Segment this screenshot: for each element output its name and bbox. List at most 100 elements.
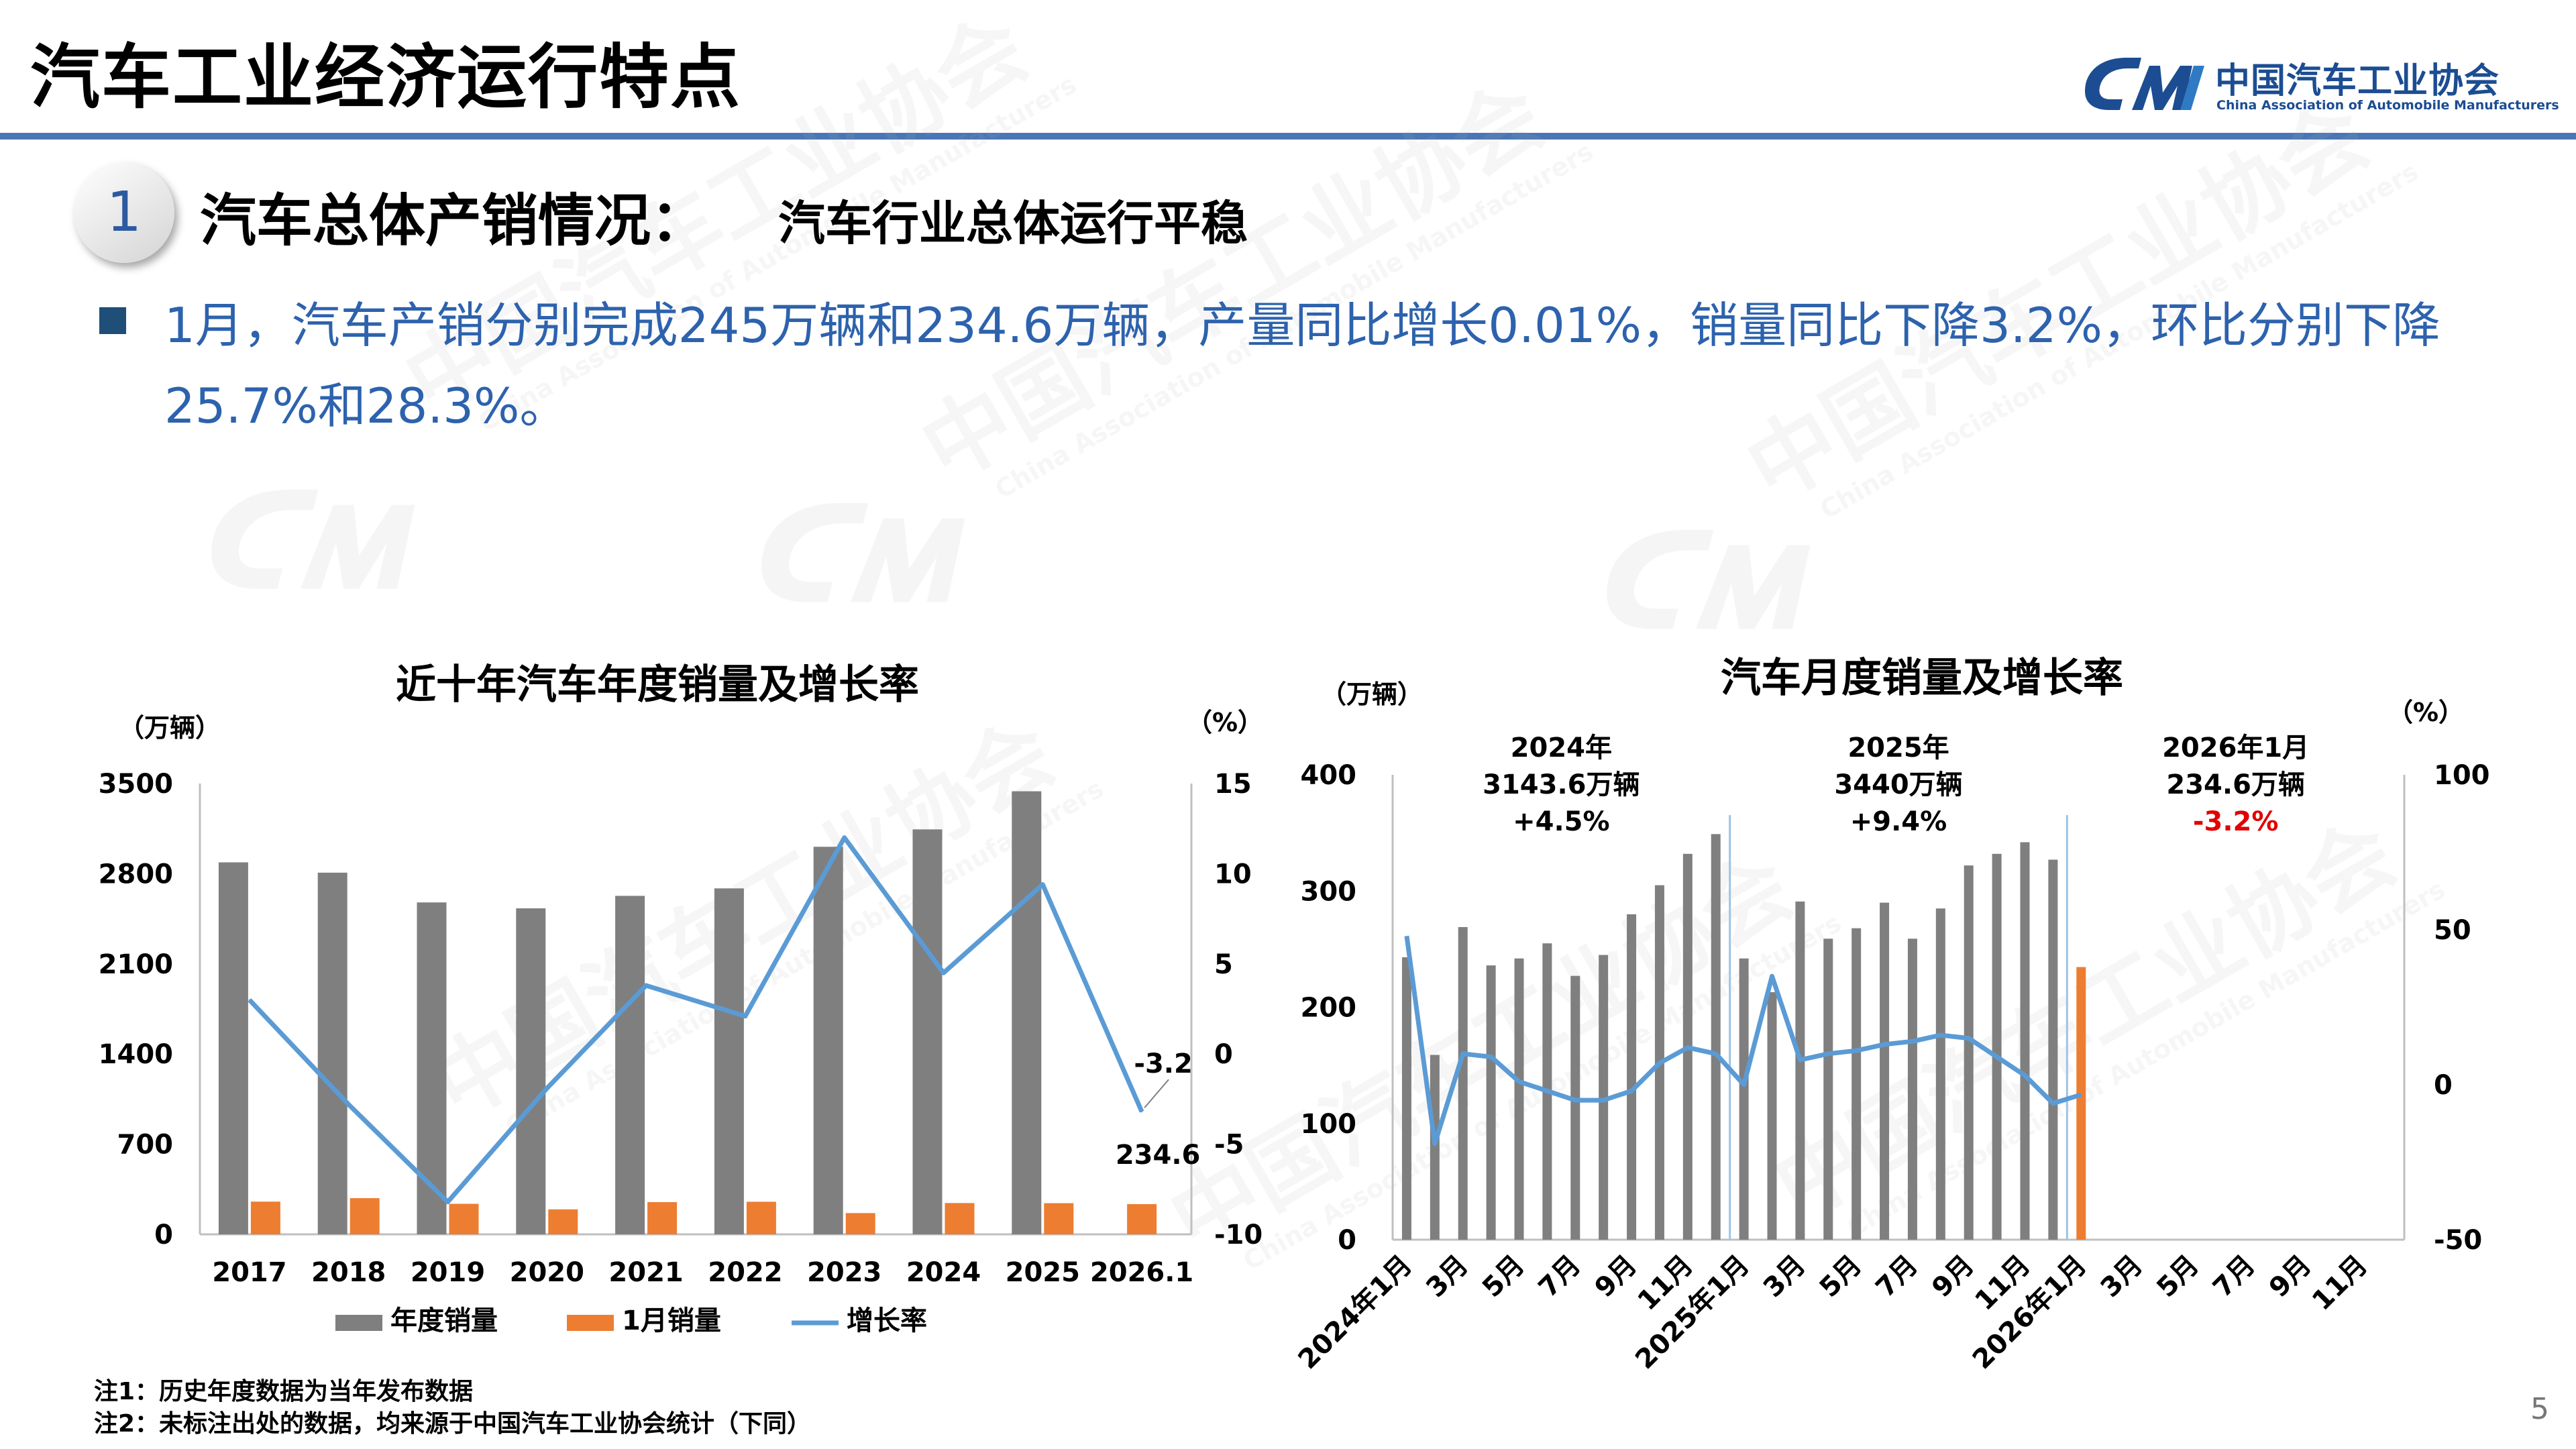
x-tick-label: 2024 xyxy=(906,1257,981,1288)
page-title: 汽车工业经济运行特点 xyxy=(30,36,742,118)
x-tick-label: 11月 xyxy=(2306,1250,2373,1317)
x-tick-label: 3月 xyxy=(1758,1250,1811,1303)
right-y-tick-label: 100 xyxy=(2434,760,2490,791)
monthly-sales-bar xyxy=(1823,938,1833,1240)
january-sales-data-label: 234.6 xyxy=(1116,1140,1201,1171)
january-sales-bar xyxy=(746,1201,776,1234)
january-sales-bar xyxy=(1127,1203,1157,1234)
left-y-tick-label: 3500 xyxy=(99,769,173,800)
footnote-2: 注2：未标注出处的数据，均来源于中国汽车工业协会统计（下同） xyxy=(94,1410,812,1438)
monthly-sales-bar xyxy=(1401,957,1411,1240)
year-summary-total: 3440万辆 xyxy=(1834,769,1962,800)
monthly-sales-bar xyxy=(1739,958,1749,1240)
section-subtitle: 汽车行业总体运行平稳 xyxy=(778,196,1248,251)
year-summary-growth: +4.5% xyxy=(1513,806,1609,837)
right-y-tick-label: 50 xyxy=(2434,915,2471,946)
right-axis-unit-label: （%） xyxy=(2387,698,2464,727)
left-y-tick-label: 400 xyxy=(1301,760,1357,791)
x-tick-label: 11月 xyxy=(1969,1250,2036,1317)
x-tick-label: 2018 xyxy=(311,1257,386,1288)
watermark-logo-icon xyxy=(211,489,415,589)
watermark-en: China Association of Automobile Manufact… xyxy=(1841,874,2451,1243)
january-sales-bar xyxy=(250,1201,280,1234)
x-tick-label: 7月 xyxy=(2207,1250,2261,1303)
monthly-sales-bar xyxy=(2048,859,2058,1240)
legend-january-swatch xyxy=(567,1315,614,1331)
left-axis-unit-label: （万辆） xyxy=(1321,680,1423,709)
x-tick-label: 2024年1月 xyxy=(1293,1250,1419,1376)
summary-text: 1月，汽车产销分别完成245万辆和234.6万辆，产量同比增长0.01%，销量同… xyxy=(164,297,2441,434)
legend-annual-swatch xyxy=(335,1315,382,1331)
year-summary-growth: +9.4% xyxy=(1850,806,1947,837)
annual-sales-bar xyxy=(317,872,347,1234)
right-y-tick-label: 10 xyxy=(1214,859,1252,890)
x-tick-label: 2019 xyxy=(411,1257,485,1288)
growth-rate-point xyxy=(1042,883,1044,885)
january-sales-bar xyxy=(1044,1203,1074,1234)
growth-rate-point xyxy=(546,1087,548,1089)
section-title: 汽车总体产销情况： xyxy=(200,188,708,254)
watermark-cn: 中国汽车工业协会 xyxy=(415,700,1071,1138)
x-tick-label: 2025 xyxy=(1006,1257,1080,1288)
footnote-1: 注1：历史年度数据为当年发布数据 xyxy=(94,1378,474,1405)
x-tick-label: 2020 xyxy=(510,1257,584,1288)
right-y-tick-label: 0 xyxy=(2434,1070,2453,1101)
annual-sales-bar xyxy=(615,896,645,1234)
x-tick-label: 3月 xyxy=(1420,1250,1474,1303)
growth-rate-point xyxy=(645,985,647,987)
monthly-sales-bar xyxy=(2076,967,2086,1240)
monthly-sales-bar xyxy=(1486,965,1496,1240)
annual-sales-bar xyxy=(218,862,248,1234)
header-divider xyxy=(0,133,2576,140)
monthly-sales-bar xyxy=(1795,901,1805,1240)
monthly-chart-title: 汽车月度销量及增长率 xyxy=(1721,655,2123,702)
left-y-tick-label: 1400 xyxy=(99,1039,173,1070)
x-tick-label: 5月 xyxy=(1477,1250,1530,1303)
january-sales-bar xyxy=(548,1209,578,1234)
left-y-tick-label: 200 xyxy=(1301,993,1357,1024)
monthly-sales-bar xyxy=(1627,914,1637,1240)
january-sales-bar xyxy=(449,1203,479,1234)
x-tick-label: 2023 xyxy=(807,1257,881,1288)
annual-sales-bar xyxy=(714,888,744,1234)
year-summary-label: 2025年 xyxy=(1847,733,1949,763)
year-summary-total: 3143.6万辆 xyxy=(1483,769,1640,800)
left-axis-unit-label: （万辆） xyxy=(119,713,221,743)
growth-rate-point xyxy=(843,837,845,839)
x-tick-label: 9月 xyxy=(1589,1250,1643,1303)
right-y-tick-label: 0 xyxy=(1214,1039,1233,1070)
right-y-tick-label: 5 xyxy=(1214,949,1233,980)
monthly-sales-bar xyxy=(1767,991,1777,1240)
x-tick-label: 11月 xyxy=(1632,1250,1699,1317)
monthly-sales-bar xyxy=(1711,834,1721,1240)
january-sales-bar xyxy=(845,1213,875,1234)
growth-rate-point xyxy=(744,1015,746,1017)
right-y-tick-label: -5 xyxy=(1214,1130,1244,1161)
january-sales-bar xyxy=(350,1198,380,1234)
monthly-sales-bar xyxy=(1880,902,1890,1240)
year-summary-growth: -3.2% xyxy=(2193,806,2279,837)
annual-chart-title: 近十年汽车年度销量及增长率 xyxy=(396,661,919,708)
bullet-square-icon xyxy=(99,307,126,334)
annual-sales-bar xyxy=(516,908,546,1234)
monthly-sales-bar xyxy=(1458,926,1468,1240)
left-y-tick-label: 2800 xyxy=(99,859,173,890)
left-y-tick-label: 2100 xyxy=(99,949,173,980)
monthly-sales-bar xyxy=(1542,943,1552,1240)
watermark-en: China Association of Automobile Manufact… xyxy=(500,773,1109,1142)
monthly-sales-bar xyxy=(1599,955,1609,1240)
monthly-sales-bar xyxy=(2020,842,2030,1240)
watermark-cn: 中国汽车工业协会 xyxy=(1757,801,2412,1239)
left-y-tick-label: 0 xyxy=(1338,1225,1356,1256)
annual-sales-bar xyxy=(417,902,447,1234)
x-tick-label: 2022 xyxy=(708,1257,782,1288)
annual-sales-bar xyxy=(1012,791,1042,1234)
watermark: 中国汽车工业协会 China Association of Automobile … xyxy=(1748,802,2451,1263)
x-tick-label: 2026.1 xyxy=(1090,1257,1193,1288)
watermark-cn: 中国汽车工业协会 xyxy=(1153,835,1809,1273)
monthly-sales-bar xyxy=(1907,938,1917,1240)
year-summary-label: 2026年1月 xyxy=(2162,733,2309,763)
monthly-sales-bar xyxy=(1964,865,1974,1240)
growth-rate-line xyxy=(248,835,1144,1205)
annotation-leader-line xyxy=(1144,1079,1169,1108)
